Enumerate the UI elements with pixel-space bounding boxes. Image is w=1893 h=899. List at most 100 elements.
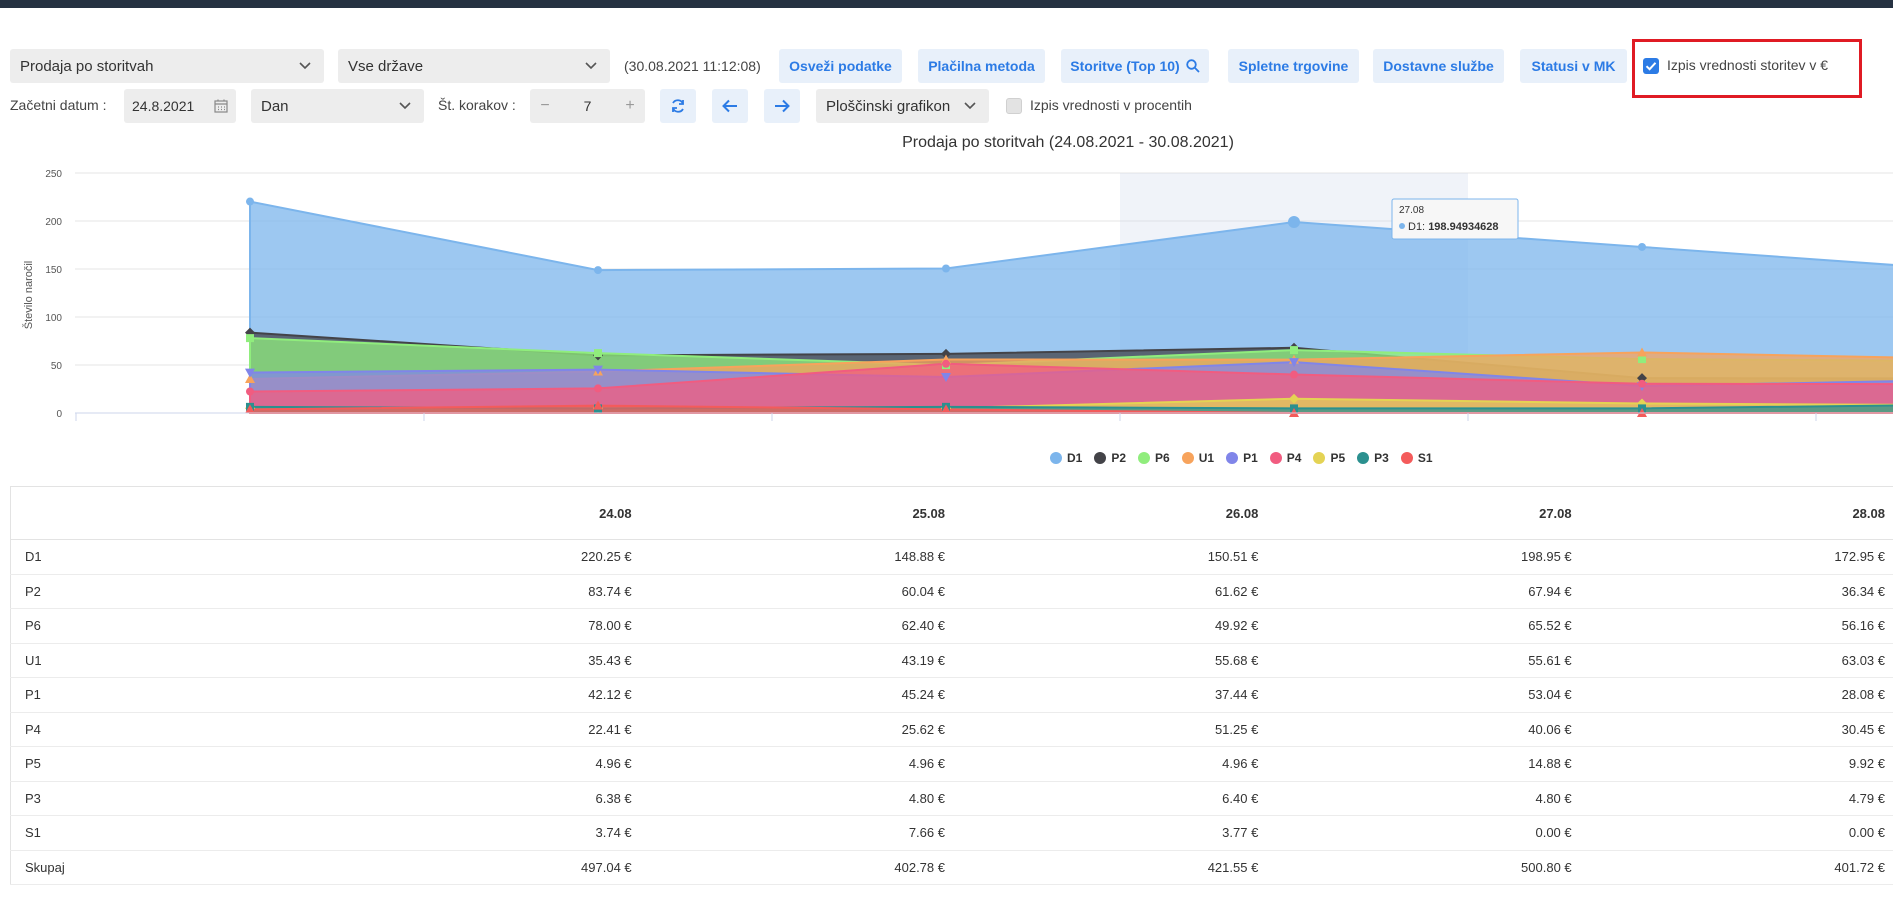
legend-item-p1[interactable]: P1 bbox=[1226, 451, 1258, 465]
point-p1[interactable] bbox=[593, 365, 603, 375]
table-cell: 4.79 € bbox=[1579, 781, 1893, 816]
point-s1[interactable] bbox=[593, 400, 603, 410]
table-cell: 42.12 € bbox=[326, 677, 640, 713]
table-cell: 40.06 € bbox=[1266, 712, 1580, 747]
table-cell: 148.88 € bbox=[639, 539, 953, 575]
legend-item-s1[interactable]: S1 bbox=[1400, 451, 1433, 465]
tooltip-category: 27.08 bbox=[1399, 205, 1424, 216]
point-p2[interactable] bbox=[1637, 373, 1647, 384]
reset-button[interactable] bbox=[660, 89, 696, 123]
row-label: P2 bbox=[10, 574, 327, 609]
refresh-icon bbox=[672, 99, 684, 113]
start-date-input[interactable]: 24.8.2021 bbox=[124, 89, 236, 123]
legend-item-p6[interactable]: P6 bbox=[1138, 451, 1170, 465]
steps-plus-button[interactable]: + bbox=[625, 97, 635, 114]
table-cell: 4.80 € bbox=[1266, 781, 1580, 816]
percent-checkbox[interactable] bbox=[1006, 98, 1022, 114]
country-select[interactable]: Vse države bbox=[338, 49, 610, 83]
percent-label[interactable]: Izpis vrednosti v procentih bbox=[1030, 97, 1192, 113]
table-header-cell: 25.08 bbox=[639, 486, 953, 540]
web-shops-button[interactable]: Spletne trgovine bbox=[1228, 49, 1359, 83]
steps-stepper[interactable]: − 7 + bbox=[530, 89, 645, 123]
table-cell: 4.96 € bbox=[639, 746, 953, 782]
table-cell: 61.62 € bbox=[952, 574, 1267, 609]
table-cell: 22.41 € bbox=[326, 712, 640, 747]
row-label: S1 bbox=[10, 815, 327, 851]
row-label: D1 bbox=[10, 539, 327, 575]
steps-minus-button[interactable]: − bbox=[540, 97, 550, 114]
table-cell: 6.38 € bbox=[326, 781, 640, 816]
point-p1[interactable] bbox=[1289, 358, 1299, 368]
point-u1[interactable] bbox=[245, 373, 255, 383]
point-d1[interactable] bbox=[1638, 242, 1646, 251]
point-d1[interactable] bbox=[594, 266, 602, 275]
table-cell: 30.45 € bbox=[1579, 712, 1893, 747]
point-s1[interactable] bbox=[245, 404, 255, 414]
legend-dot bbox=[1357, 452, 1370, 464]
point-p6[interactable] bbox=[594, 349, 602, 358]
point-p4[interactable] bbox=[1638, 379, 1646, 388]
point-p6[interactable] bbox=[246, 334, 254, 343]
chevron-down-icon bbox=[961, 97, 979, 115]
table-cell: 500.80 € bbox=[1266, 850, 1580, 885]
legend-item-p5[interactable]: P5 bbox=[1313, 451, 1345, 465]
table-cell: 78.00 € bbox=[326, 608, 640, 644]
row-label: P1 bbox=[10, 677, 327, 713]
table-cell: 4.80 € bbox=[639, 781, 953, 816]
report-select[interactable]: Prodaja po storitvah bbox=[10, 49, 324, 83]
point-p4[interactable] bbox=[942, 359, 950, 368]
next-button[interactable] bbox=[764, 89, 800, 123]
highlight-box bbox=[1632, 39, 1862, 98]
table-row: P3 6.38 €4.80 €6.40 €4.80 €4.79 € bbox=[10, 781, 1893, 816]
arrow-right-icon bbox=[775, 99, 790, 113]
point-d1[interactable] bbox=[1288, 216, 1300, 229]
table-cell: 36.34 € bbox=[1579, 574, 1893, 609]
steps-value[interactable]: 7 bbox=[583, 98, 592, 114]
table-cell: 63.03 € bbox=[1579, 643, 1893, 678]
point-p4[interactable] bbox=[1290, 370, 1298, 379]
services-top10-button[interactable]: Storitve (Top 10) bbox=[1061, 49, 1209, 83]
point-p2[interactable] bbox=[941, 348, 951, 359]
table-header-label bbox=[10, 486, 327, 540]
chevron-down-icon bbox=[396, 97, 414, 115]
point-d1[interactable] bbox=[942, 264, 950, 273]
point-d1[interactable] bbox=[246, 197, 254, 206]
legend-label: P5 bbox=[1330, 451, 1346, 465]
point-p6[interactable] bbox=[1290, 346, 1298, 355]
statuses-mk-button[interactable]: Statusi v MK bbox=[1520, 49, 1627, 83]
tooltip-dot bbox=[1399, 223, 1405, 229]
period-select[interactable]: Dan bbox=[251, 89, 424, 123]
legend-item-u1[interactable]: U1 bbox=[1181, 451, 1214, 465]
point-p1[interactable] bbox=[245, 368, 255, 378]
previous-button[interactable] bbox=[712, 89, 748, 123]
table-cell: 497.04 € bbox=[326, 850, 640, 885]
point-p5[interactable] bbox=[1289, 393, 1299, 404]
data-table: 24.08 25.08 26.08 27.08 28.08 D1 220.25 €148.… bbox=[10, 486, 1893, 885]
legend-item-p4[interactable]: P4 bbox=[1269, 451, 1301, 465]
legend-item-p2[interactable]: P2 bbox=[1094, 451, 1126, 465]
point-p2[interactable] bbox=[245, 327, 255, 338]
values-eur-label[interactable]: Izpis vrednosti storitev v € bbox=[1667, 57, 1829, 73]
table-cell: 401.72 € bbox=[1579, 850, 1893, 885]
point-p4[interactable] bbox=[246, 387, 254, 396]
y-tick-label: 250 bbox=[45, 169, 62, 180]
point-p4[interactable] bbox=[594, 384, 602, 393]
steps-label: Št. korakov : bbox=[438, 97, 516, 113]
point-p1[interactable] bbox=[941, 373, 951, 383]
chart-type-select[interactable]: Ploščinski grafikon bbox=[816, 89, 989, 123]
values-eur-checkbox[interactable] bbox=[1643, 58, 1659, 74]
table-cell: 67.94 € bbox=[1266, 574, 1580, 609]
y-tick-label: 50 bbox=[51, 361, 63, 372]
legend-item-d1[interactable]: D1 bbox=[1050, 451, 1082, 465]
point-p6[interactable] bbox=[1638, 355, 1646, 364]
payment-method-button[interactable]: Plačilna metoda bbox=[918, 49, 1045, 83]
point-s1[interactable] bbox=[941, 404, 951, 414]
refresh-data-button[interactable]: Osveži podatke bbox=[779, 49, 902, 83]
table-cell: 83.74 € bbox=[326, 574, 640, 609]
legend-item-p3[interactable]: P3 bbox=[1357, 451, 1389, 465]
table-cell: 9.92 € bbox=[1579, 746, 1893, 782]
point-u1[interactable] bbox=[1637, 347, 1647, 357]
table-row: U1 35.43 €43.19 €55.68 €55.61 €63.03 € bbox=[10, 643, 1893, 678]
refresh-timestamp: (30.08.2021 11:12:08) bbox=[624, 58, 761, 74]
delivery-services-button[interactable]: Dostavne službe bbox=[1373, 49, 1504, 83]
